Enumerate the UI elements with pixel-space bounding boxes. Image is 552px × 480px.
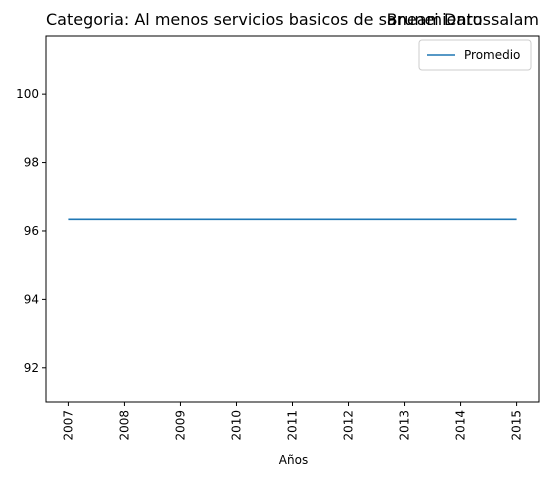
- y-tick-label: 92: [24, 361, 39, 375]
- y-tick-label: 96: [24, 224, 39, 238]
- plot-area: 92 94 96 98 100 2007 2008 2009 2010 2011 2012 2013 2…: [16, 35, 540, 441]
- legend-label: Promedio: [464, 48, 520, 62]
- y-tick-label: 98: [24, 156, 39, 170]
- x-tick-label: 2007: [61, 410, 75, 441]
- legend-box: [418, 39, 532, 71]
- y-tick-label: 100: [16, 87, 39, 101]
- chart-title-right: Brunei Darussalam: [387, 10, 539, 29]
- x-tick-label: 2009: [173, 410, 187, 441]
- x-tick-label: 2010: [229, 410, 243, 441]
- x-axis-label: Años: [279, 453, 308, 467]
- x-tick-label: 2011: [286, 410, 300, 441]
- x-tick-label: 2013: [398, 410, 412, 441]
- x-tick-label: 2012: [342, 410, 356, 441]
- x-tick-label: 2008: [117, 410, 131, 441]
- y-tick-label: 94: [24, 292, 39, 306]
- x-tick-label: 2015: [510, 410, 524, 441]
- x-tick-label: 2014: [454, 410, 468, 441]
- axes-frame: [45, 35, 540, 403]
- chart-title-left: Categoria: Al menos servicios basicos de…: [46, 10, 483, 29]
